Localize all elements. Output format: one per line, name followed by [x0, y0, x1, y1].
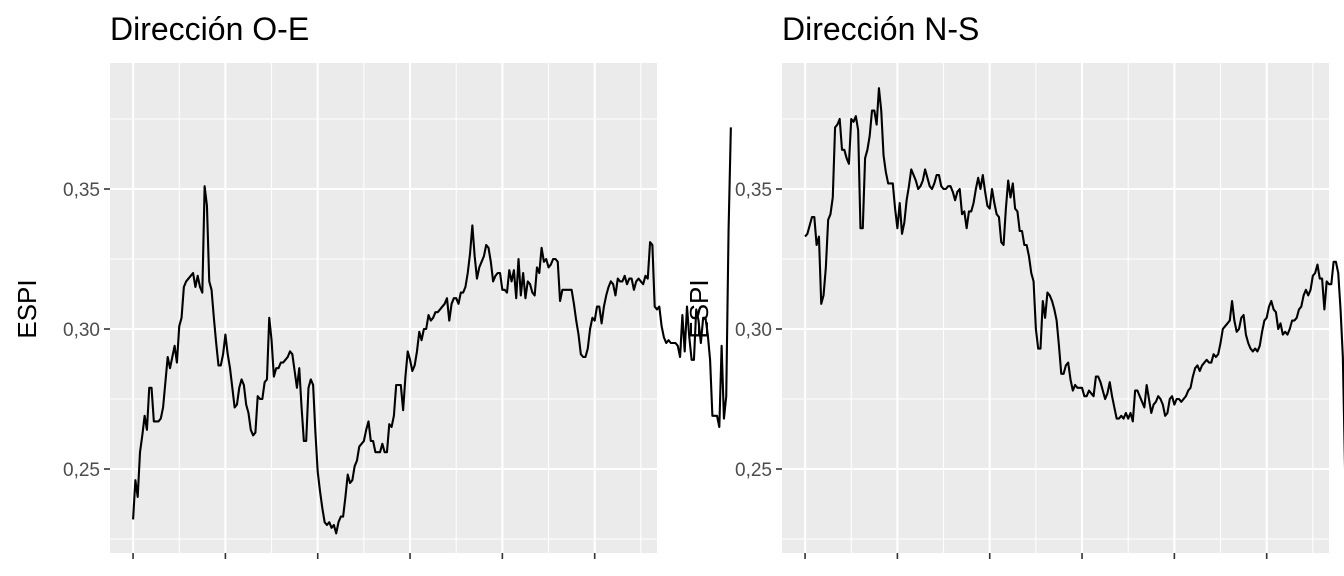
panel-north-south: Dirección N-S ESPI 0,25 0,30 0,35	[684, 11, 1344, 559]
series-group-north-south	[804, 87, 1344, 470]
plot-area-north-south	[782, 63, 1329, 553]
grid-north-south	[782, 63, 1329, 553]
y-axis-north-south: 0,25 0,30 0,35	[735, 180, 1268, 559]
series-line-espi-west-east	[132, 127, 732, 535]
y-axis-west-east: 0,25 0,30 0,35	[63, 180, 596, 559]
y-tick-label: 0,25	[735, 460, 772, 481]
y-tick-label: 0,30	[63, 320, 100, 341]
y-tick-label: 0,35	[735, 180, 772, 201]
series-group-west-east	[132, 127, 732, 535]
panel-title-west-east: Dirección O-E	[110, 11, 309, 47]
y-axis-label-north-south: ESPI	[684, 279, 714, 338]
plot-area-west-east	[110, 63, 657, 553]
series-line-espi-north-south	[804, 87, 1344, 470]
y-tick-label: 0,25	[63, 460, 100, 481]
panel-title-north-south: Dirección N-S	[782, 11, 979, 47]
y-tick-label: 0,35	[63, 180, 100, 201]
y-axis-label-west-east: ESPI	[12, 279, 42, 338]
y-tick-label: 0,30	[735, 320, 772, 341]
panel-west-east: Dirección O-E ESPI 0,25 0,30 0,35	[12, 11, 732, 559]
grid-west-east	[110, 63, 657, 553]
